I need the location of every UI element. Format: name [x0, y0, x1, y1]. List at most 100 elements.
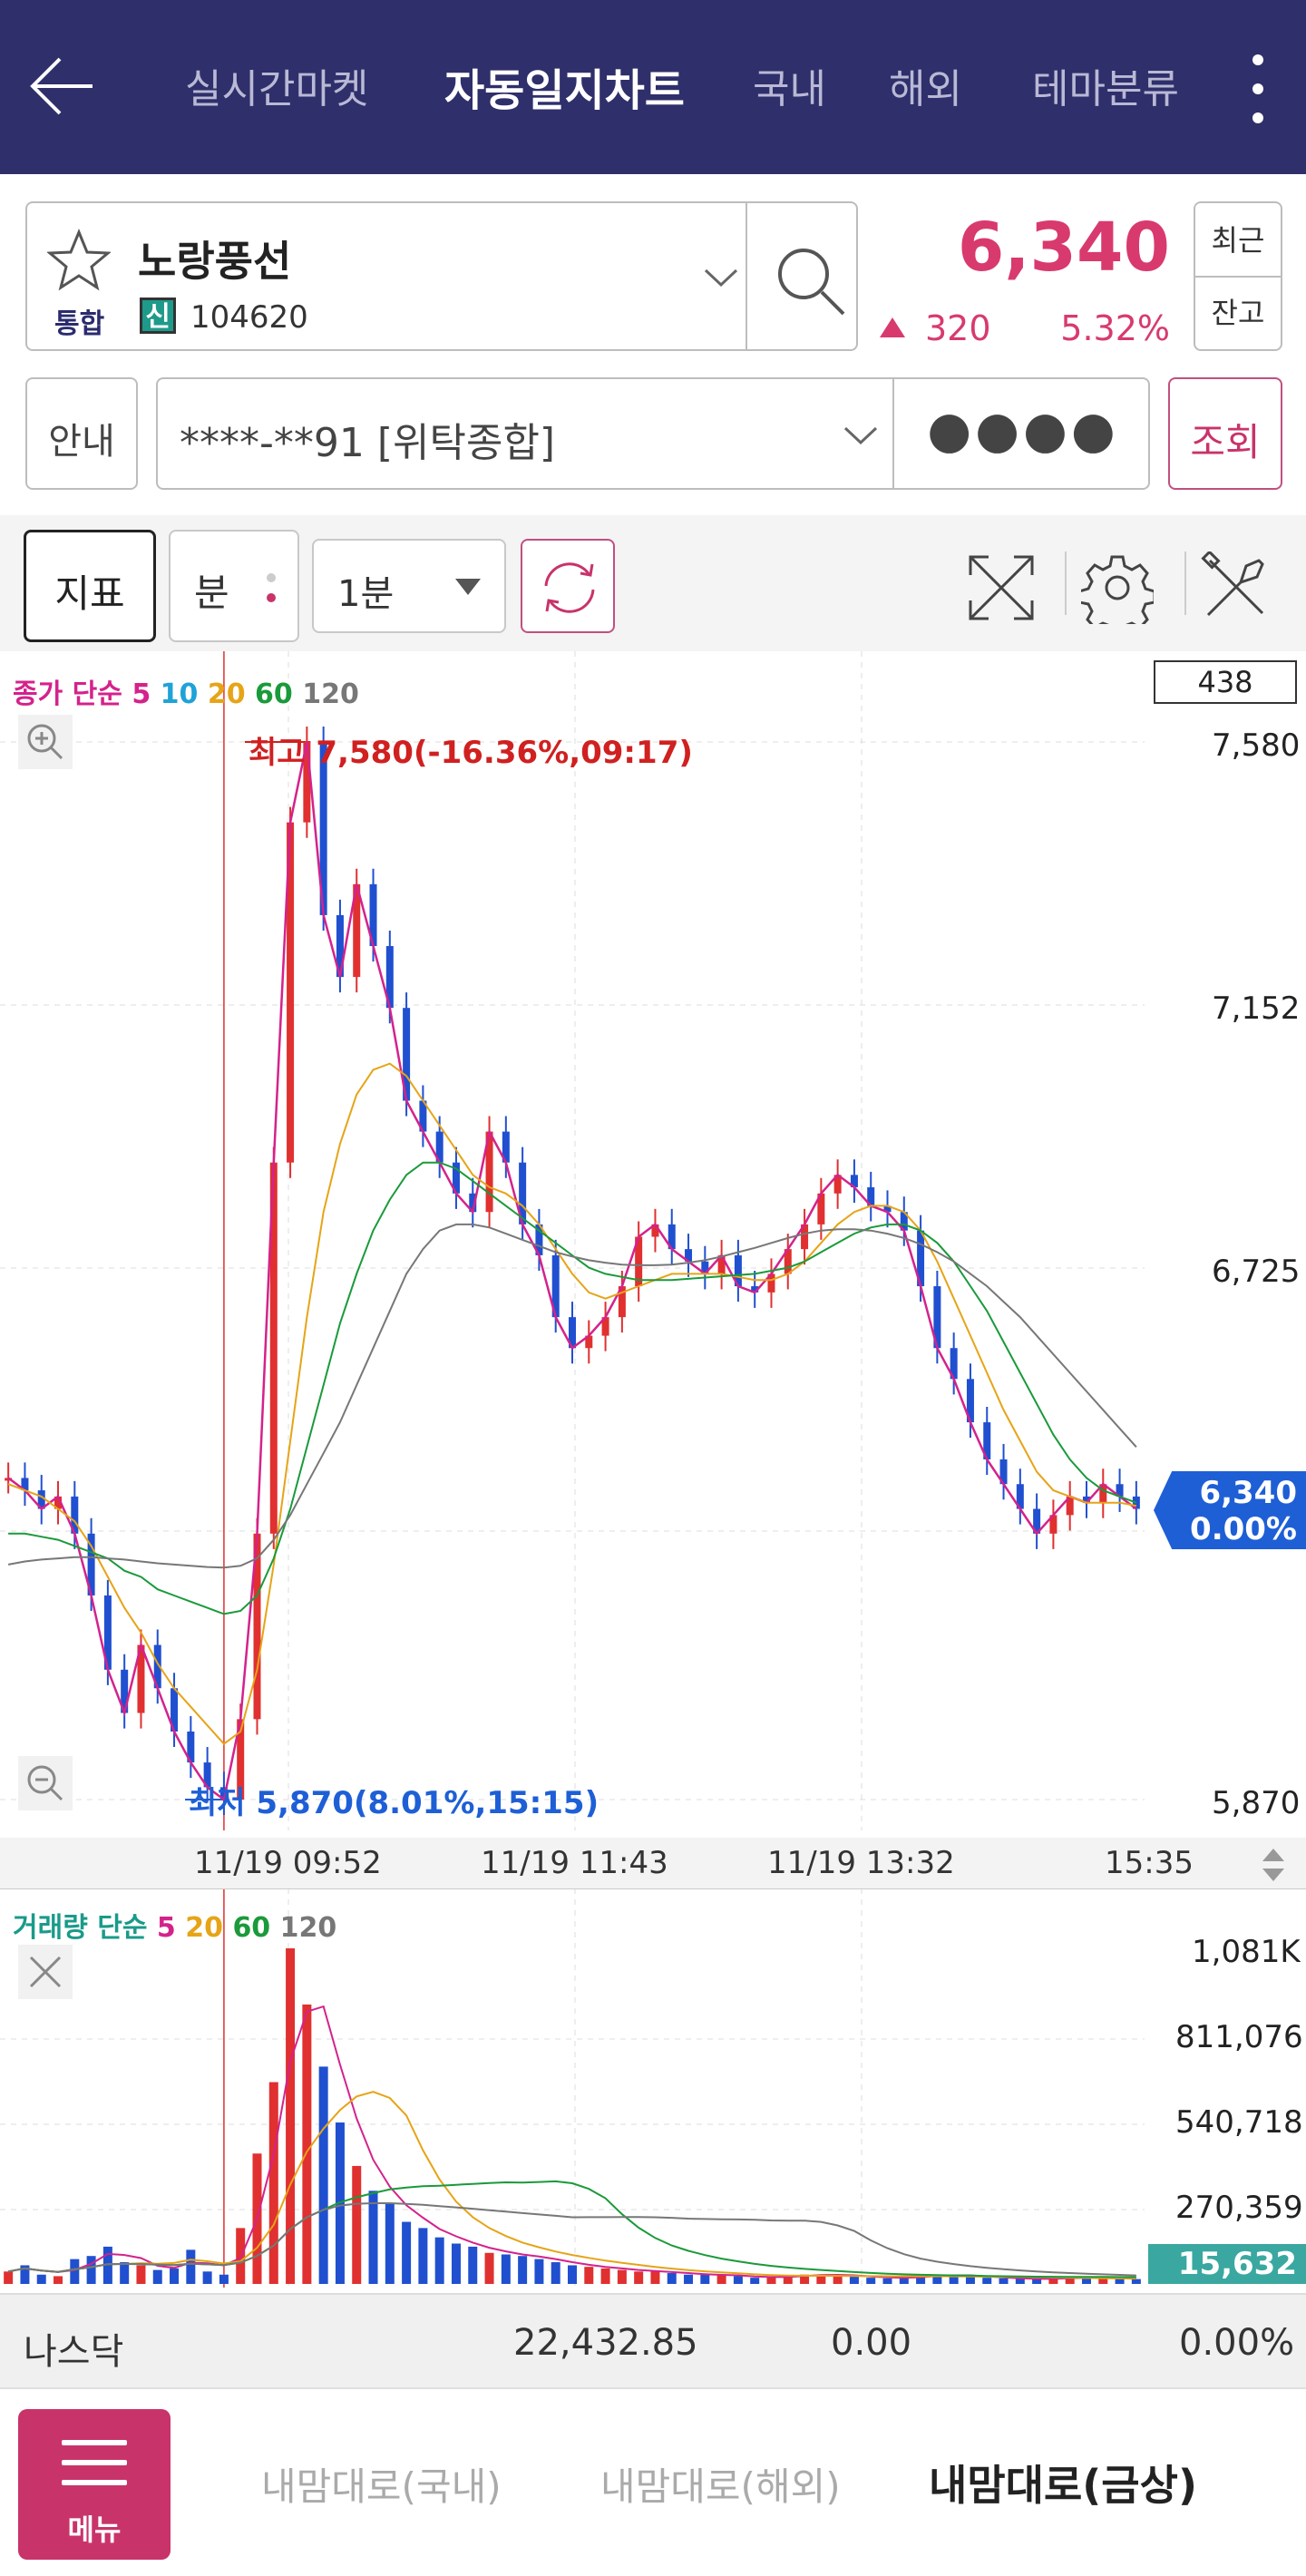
volume-bar [1131, 2278, 1141, 2284]
scroll-arrows-icon[interactable] [1257, 1845, 1290, 1885]
up-triangle-icon [880, 317, 905, 337]
index-change-pct: 0.00% [1179, 2322, 1295, 2364]
volume-bar [385, 2203, 395, 2284]
tab-auto-journal-chart[interactable]: 자동일지차트 [444, 65, 685, 116]
divider [892, 379, 894, 488]
refresh-icon [544, 562, 595, 613]
volume-bar [766, 2277, 776, 2284]
candle-body [900, 1212, 908, 1231]
candle-body [1033, 1508, 1041, 1534]
candle-body [369, 883, 377, 947]
query-button[interactable]: 조회 [1168, 377, 1282, 490]
vma20-label: 20 [185, 1912, 223, 1944]
candle-body [817, 1193, 825, 1225]
current-price: 6,340 [957, 209, 1170, 287]
bottom-tab-custom-overseas[interactable]: 내맘대로(해외) [600, 2464, 841, 2509]
volume-bar [816, 2274, 826, 2284]
candle-body [435, 1131, 443, 1163]
zoom-in-icon[interactable] [18, 715, 73, 769]
candle-body [287, 822, 295, 1163]
candle-body [103, 1595, 112, 1670]
more-menu-icon[interactable] [1239, 53, 1275, 125]
volume-ma120-line [7, 2202, 1136, 2277]
ma60-line [8, 1161, 1137, 1615]
volume-bar [849, 2276, 859, 2284]
info-button[interactable]: 안내 [25, 377, 138, 490]
indicator-label: 지표 [54, 571, 125, 616]
candle-body [917, 1230, 925, 1287]
tab-overseas[interactable]: 해외 [889, 66, 962, 112]
chevron-down-icon[interactable] [838, 417, 883, 454]
x-tick-label: 15:35 [1105, 1845, 1194, 1881]
chart-area[interactable]: 종가 단순 5 10 20 60 120 438 7,580 7,152 6,7… [0, 651, 1306, 2293]
bottom-tab-custom-gold[interactable]: 내맘대로(금상) [929, 2461, 1197, 2510]
volume-y-tick: 1,081K [1192, 1934, 1301, 1970]
price-ma-legend: 종가 단순 5 10 20 60 120 [13, 671, 359, 711]
tab-realtime-market[interactable]: 실시간마켓 [185, 66, 369, 112]
tools-icon[interactable] [1199, 551, 1272, 624]
bottom-tab-custom-domestic[interactable]: 내맘대로(국내) [261, 2464, 502, 2509]
balance-button[interactable]: 잔고 [1211, 296, 1265, 330]
back-arrow-icon[interactable] [27, 54, 100, 118]
volume-bar [20, 2265, 30, 2284]
low-price-label: 최저 5,870(8.01%,15:15) [189, 1785, 599, 1821]
index-name: 나스닥 [24, 2331, 124, 2373]
ma20-label: 20 [207, 678, 246, 710]
tab-theme[interactable]: 테마분류 [1032, 66, 1179, 112]
candle-body [269, 1162, 278, 1534]
chart-toolbar: 지표 분 1분 [0, 515, 1306, 651]
stock-selector[interactable]: 노랑풍선 통합 신 104620 [25, 201, 858, 351]
bottom-nav: 메뉴 내맘대로(국내) 내맘대로(해외) 내맘대로(금상) [0, 2387, 1306, 2576]
volume-bar [684, 2274, 694, 2284]
password-field[interactable]: ●●●● [927, 401, 1119, 460]
chart-canvas[interactable] [0, 651, 1306, 2293]
period-select[interactable]: 1분 [312, 539, 506, 633]
volume-bar [982, 2278, 992, 2284]
volume-bar [584, 2267, 594, 2284]
volume-bar [318, 2066, 328, 2284]
indicator-button[interactable]: 지표 [24, 530, 156, 642]
gear-icon[interactable] [1081, 551, 1154, 624]
candle-body [171, 1688, 179, 1732]
search-icon[interactable] [769, 239, 851, 321]
recent-balance-toggle: 최근 잔고 [1194, 201, 1282, 351]
star-icon[interactable] [47, 229, 111, 292]
expand-icon[interactable] [965, 551, 1038, 624]
candle-body [187, 1731, 195, 1763]
candle-body [784, 1249, 792, 1274]
volume-bar [999, 2278, 1009, 2284]
tab-domestic[interactable]: 국내 [753, 66, 826, 112]
candle-body [717, 1254, 726, 1274]
chevron-down-icon[interactable] [698, 259, 744, 296]
unit-button[interactable]: 분 [169, 530, 299, 642]
volume-bar [86, 2256, 96, 2284]
recent-button[interactable]: 최근 [1211, 223, 1265, 258]
unit-label: 분 [194, 571, 229, 615]
divider [746, 203, 747, 349]
candle-body [403, 1008, 411, 1101]
volume-bar [783, 2276, 793, 2284]
candle-body [601, 1317, 609, 1336]
vma60-label: 60 [232, 1912, 271, 1944]
close-icon[interactable] [18, 1945, 73, 1999]
volume-bar [434, 2237, 444, 2284]
refresh-button[interactable] [521, 539, 615, 633]
current-price-tag-value: 6,340 [1199, 1475, 1297, 1511]
candle-body [137, 1644, 145, 1713]
candle-body [701, 1261, 709, 1274]
market-label: 통합 [54, 308, 105, 340]
index-ticker[interactable]: 나스닥 22,432.85 0.00 0.00% [0, 2293, 1306, 2387]
high-price-label: 최고 7,580(-16.36%,09:17) [249, 735, 693, 771]
zoom-out-icon[interactable] [18, 1756, 73, 1810]
account-number: ****-**91 [위탁종합] [180, 420, 556, 466]
volume-bar [650, 2271, 660, 2284]
candle-body [37, 1490, 45, 1509]
volume-bar [1081, 2278, 1091, 2284]
candle-body [121, 1669, 129, 1713]
candle-body [651, 1224, 659, 1237]
y-tick-label: 6,725 [1212, 1254, 1301, 1290]
candle-body [685, 1249, 693, 1262]
account-selector[interactable]: ****-**91 [위탁종합] ●●●● [156, 377, 1150, 490]
volume-bar [617, 2269, 627, 2284]
menu-button[interactable]: 메뉴 [18, 2409, 171, 2560]
